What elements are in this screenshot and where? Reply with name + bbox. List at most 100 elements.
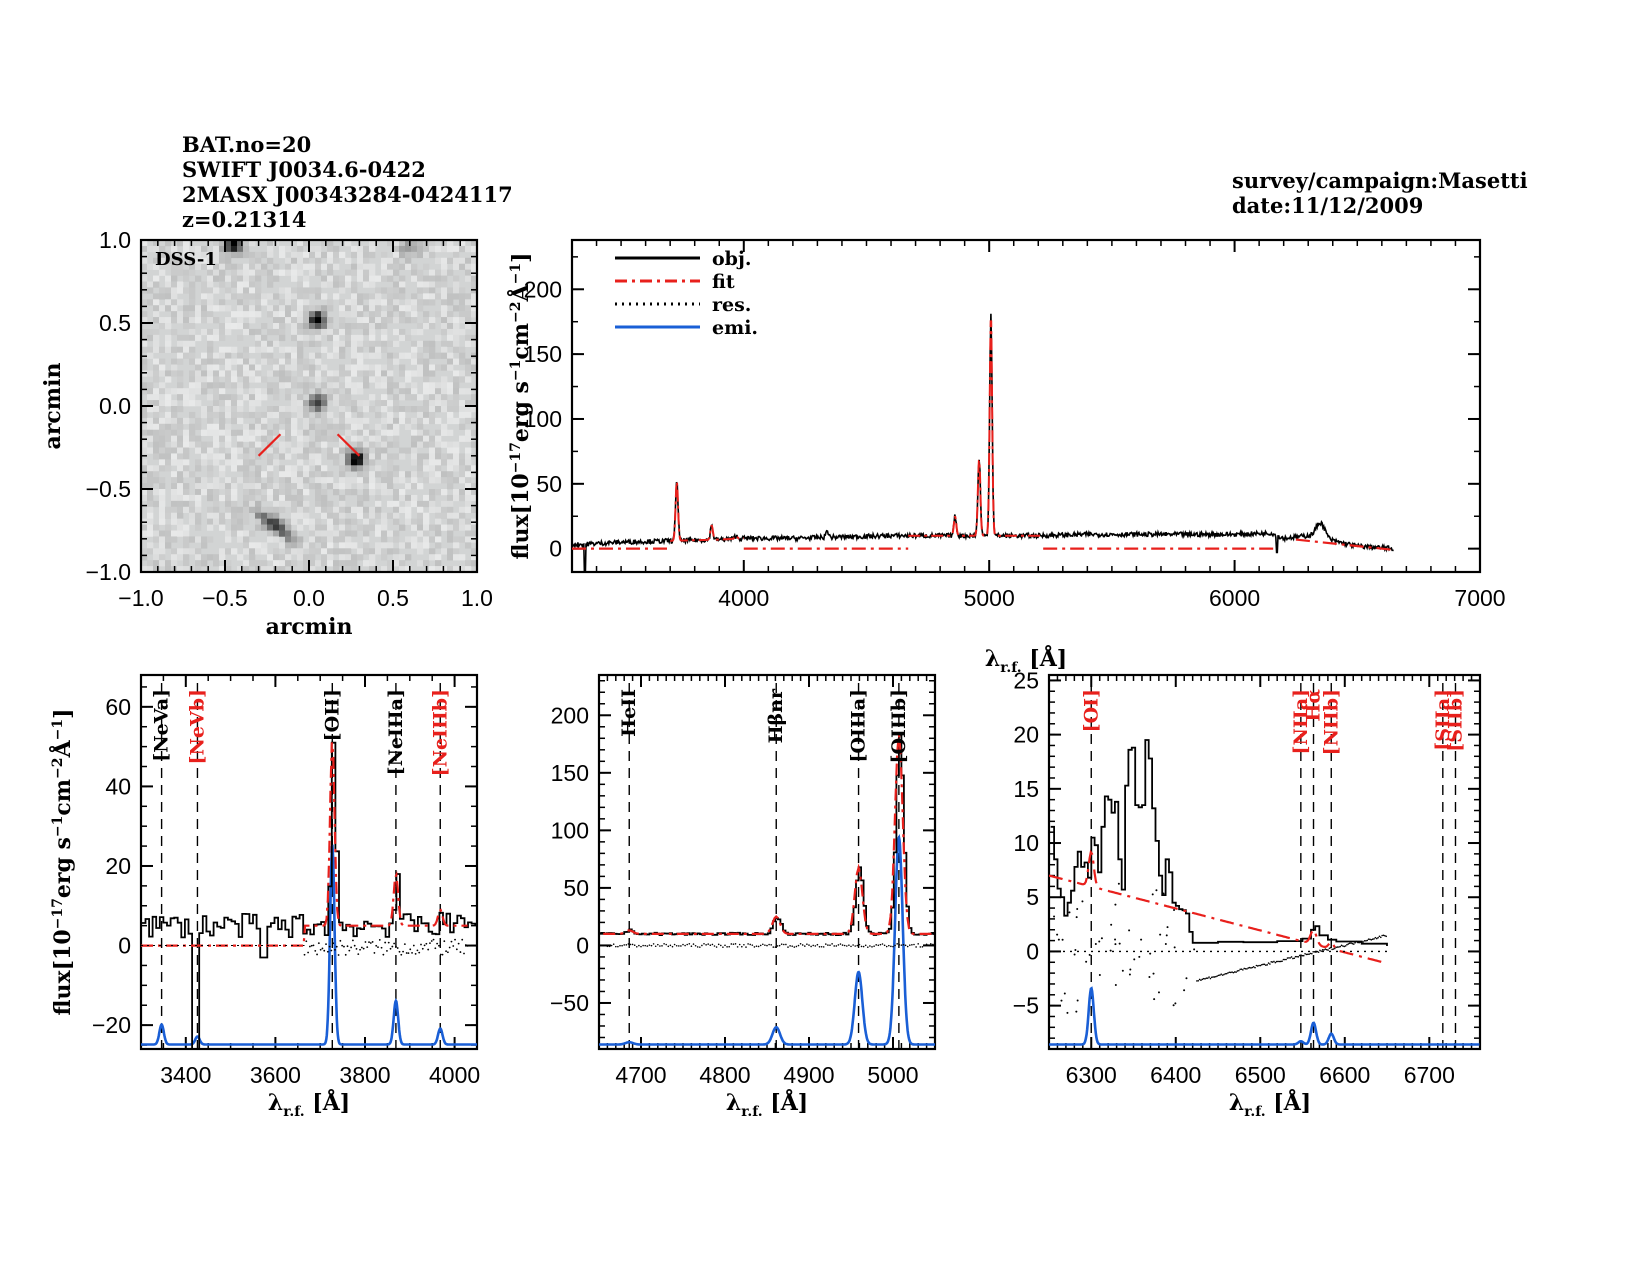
image-pixel xyxy=(189,400,196,407)
image-pixel xyxy=(177,311,184,318)
image-pixel xyxy=(327,447,334,454)
image-pixel xyxy=(447,453,454,460)
image-pixel xyxy=(345,411,352,419)
line-label: [NeIIIa] xyxy=(385,689,407,775)
image-pixel xyxy=(351,263,358,270)
image-pixel xyxy=(147,245,154,253)
image-pixel xyxy=(165,465,172,472)
image-pixel xyxy=(429,477,436,484)
residual-point xyxy=(1366,939,1369,942)
image-pixel xyxy=(171,370,178,377)
image-pixel xyxy=(255,287,262,294)
image-pixel xyxy=(315,548,322,555)
image-pixel xyxy=(417,406,424,413)
image-pixel xyxy=(333,275,340,282)
residual-point xyxy=(1098,940,1101,943)
image-pixel xyxy=(417,465,424,472)
residual-point xyxy=(391,945,394,948)
image-pixel xyxy=(141,554,148,561)
residual-point xyxy=(1325,948,1328,951)
image-pixel xyxy=(369,376,376,383)
image-pixel xyxy=(219,334,226,342)
image-pixel xyxy=(141,530,148,537)
image-pixel xyxy=(297,346,304,353)
image-pixel xyxy=(285,257,292,265)
image-pixel xyxy=(195,263,202,270)
image-pixel xyxy=(387,400,394,407)
image-pixel xyxy=(459,352,466,359)
image-pixel xyxy=(213,382,220,389)
image-pixel xyxy=(231,506,238,514)
image-pixel xyxy=(255,542,262,549)
image-pixel xyxy=(195,317,202,324)
image-pixel xyxy=(285,376,292,383)
image-pixel xyxy=(411,394,418,401)
residual-point xyxy=(389,947,392,950)
image-pixel xyxy=(411,358,418,365)
residual-point xyxy=(1255,964,1258,967)
image-pixel xyxy=(333,447,340,454)
image-pixel xyxy=(339,429,346,436)
image-pixel xyxy=(351,311,358,318)
residual-point xyxy=(869,945,871,947)
image-pixel xyxy=(441,406,448,413)
image-pixel xyxy=(189,471,196,478)
image-pixel xyxy=(255,447,262,454)
image-pixel xyxy=(195,251,202,259)
image-pixel xyxy=(171,429,178,436)
image-pixel xyxy=(375,400,382,407)
image-pixel xyxy=(435,447,442,454)
image-pixel xyxy=(237,287,244,294)
image-pixel xyxy=(447,530,454,537)
image-pixel xyxy=(303,429,310,436)
residual-point xyxy=(1162,892,1165,895)
image-pixel xyxy=(339,299,346,306)
image-pixel xyxy=(285,346,292,353)
image-pixel xyxy=(393,251,400,259)
label-part: −1 xyxy=(50,816,66,837)
image-pixel xyxy=(261,299,268,306)
image-pixel xyxy=(159,293,166,300)
image-pixel xyxy=(327,471,334,478)
image-pixel xyxy=(279,245,286,253)
image-pixel xyxy=(405,388,412,395)
image-pixel xyxy=(183,417,190,425)
image-pixel xyxy=(153,293,160,300)
survey-campaign: survey/campaign:Masetti xyxy=(1232,168,1528,193)
image-pixel xyxy=(441,269,448,276)
image-pixel xyxy=(405,423,412,431)
image-pixel xyxy=(315,429,322,436)
image-pixel xyxy=(399,566,406,572)
image-pixel xyxy=(435,400,442,407)
image-pixel xyxy=(369,518,376,525)
image-pixel xyxy=(165,317,172,324)
image-pixel xyxy=(195,465,202,472)
image-pixel xyxy=(363,524,370,531)
unit: [Å] xyxy=(1022,645,1068,672)
image-pixel xyxy=(423,382,430,389)
image-pixel xyxy=(375,500,382,508)
image-pixel xyxy=(243,465,250,472)
image-pixel xyxy=(429,317,436,324)
residual-point xyxy=(774,946,777,948)
image-pixel xyxy=(381,548,388,555)
residual-point xyxy=(1217,974,1220,977)
residual-point xyxy=(766,944,768,947)
image-pixel xyxy=(345,376,352,383)
line-label: [OI] xyxy=(1080,689,1102,732)
image-pixel xyxy=(423,441,430,448)
image-pixel xyxy=(243,394,250,401)
image-pixel xyxy=(207,494,214,502)
y-tick-label: 25 xyxy=(1013,667,1039,693)
image-pixel xyxy=(171,364,178,371)
image-pixel xyxy=(381,394,388,401)
image-pixel xyxy=(465,358,472,365)
image-pixel xyxy=(417,245,424,253)
image-pixel xyxy=(195,358,202,365)
image-pixel xyxy=(237,311,244,318)
image-pixel xyxy=(351,293,358,300)
image-pixel xyxy=(261,566,268,572)
y-tick-label: 20 xyxy=(1013,722,1039,748)
image-pixel xyxy=(333,417,340,425)
residual-point xyxy=(1320,950,1323,952)
